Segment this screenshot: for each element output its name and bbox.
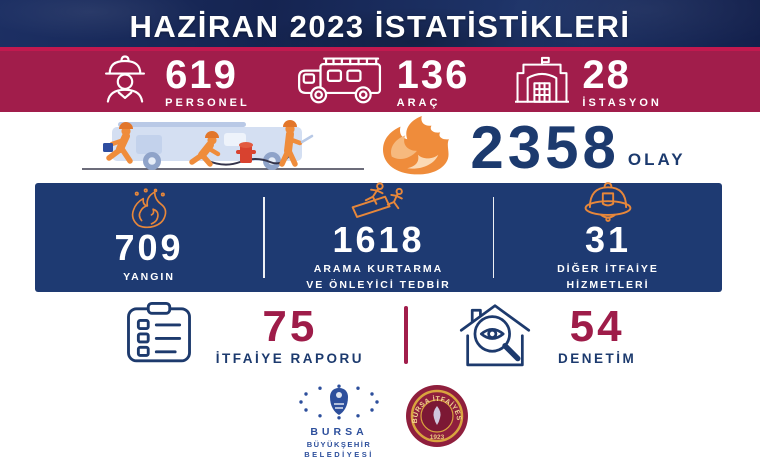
report-checklist-icon bbox=[124, 301, 194, 370]
footer-logos: BURSA BÜYÜKŞEHİR BELEDİYESİ BURSA İTFAİY… bbox=[0, 378, 760, 459]
bursa-fire-brigade-logo: BURSA İTFAİYESİ 1923 bbox=[404, 378, 469, 453]
rapor-value: 75 bbox=[262, 301, 318, 351]
denetim-value: 54 bbox=[569, 301, 625, 351]
main-stats-panel: 709 YANGIN 1618 ARAMA KURTARMA VE ÖNLEYİ… bbox=[35, 181, 722, 292]
flame-illustration-icon bbox=[378, 114, 454, 181]
arac-value: 136 bbox=[396, 52, 470, 97]
panel-diger-hizmetler: 31 DİĞER İTFAİYE HİZMETLERİ bbox=[494, 181, 722, 292]
fire-truck-icon bbox=[296, 53, 384, 110]
arac-label: ARAÇ bbox=[396, 96, 441, 109]
denetim-group: 54 DENETİM bbox=[454, 299, 636, 372]
municipality-crest-icon bbox=[294, 384, 384, 425]
personel-label: PERSONEL bbox=[165, 96, 250, 109]
reports-divider bbox=[404, 306, 408, 364]
municipality-name-line2: BÜYÜKŞEHİR bbox=[306, 439, 372, 449]
fire-station-icon bbox=[514, 54, 571, 109]
municipality-name-line3: BELEDİYESİ bbox=[304, 450, 374, 459]
istasyon-label: İSTASYON bbox=[582, 96, 662, 109]
stat-personel: 619 PERSONEL bbox=[98, 54, 250, 109]
helmet-icon bbox=[583, 181, 633, 222]
rescue-icon bbox=[350, 182, 408, 219]
top-stats-bar: 619 PERSONEL bbox=[0, 47, 760, 112]
page-title: HAZİRAN 2023 İSTATİSTİKLERİ bbox=[129, 9, 631, 44]
reports-row: 75 İTFAİYE RAPORU 54 DENETİM bbox=[0, 292, 760, 378]
panel-yangin: 709 YANGIN bbox=[35, 183, 263, 292]
firefighter-icon bbox=[98, 54, 152, 109]
arama-value: 1618 bbox=[332, 218, 425, 260]
denetim-label: DENETİM bbox=[558, 350, 637, 366]
municipality-name-line1: BURSA bbox=[310, 426, 368, 438]
stat-istasyon: 28 İSTASYON bbox=[514, 52, 662, 109]
yangin-label: YANGIN bbox=[123, 270, 175, 283]
itfaiye-raporu-group: 75 İTFAİYE RAPORU bbox=[124, 301, 364, 370]
incident-row: 2358 OLAY bbox=[0, 112, 760, 183]
firefighters-illustration bbox=[74, 114, 370, 181]
diger-value: 31 bbox=[584, 218, 632, 260]
house-inspection-icon bbox=[454, 299, 536, 372]
header-banner: HAZİRAN 2023 İSTATİSTİKLERİ bbox=[0, 0, 760, 47]
panel-arama-kurtarma: 1618 ARAMA KURTARMA VE ÖNLEYİCİ TEDBİR bbox=[265, 182, 493, 292]
panel-divider bbox=[492, 197, 494, 278]
diger-label: DİĞER İTFAİYE HİZMETLERİ bbox=[557, 262, 659, 291]
fire-brigade-year: 1923 bbox=[430, 434, 445, 441]
istasyon-value: 28 bbox=[582, 52, 631, 97]
flame-outline-icon bbox=[127, 188, 171, 228]
arama-label: ARAMA KURTARMA VE ÖNLEYİCİ TEDBİR bbox=[306, 262, 451, 291]
yangin-value: 709 bbox=[114, 226, 184, 268]
bursa-municipality-logo: BURSA BÜYÜKŞEHİR BELEDİYESİ bbox=[291, 384, 387, 459]
rapor-label: İTFAİYE RAPORU bbox=[215, 350, 364, 366]
personel-value: 619 bbox=[165, 52, 238, 97]
panel-divider bbox=[263, 197, 265, 278]
olay-value: 2358 bbox=[470, 113, 620, 181]
stat-arac: 136 ARAÇ bbox=[296, 53, 470, 110]
olay-label: OLAY bbox=[627, 150, 686, 169]
